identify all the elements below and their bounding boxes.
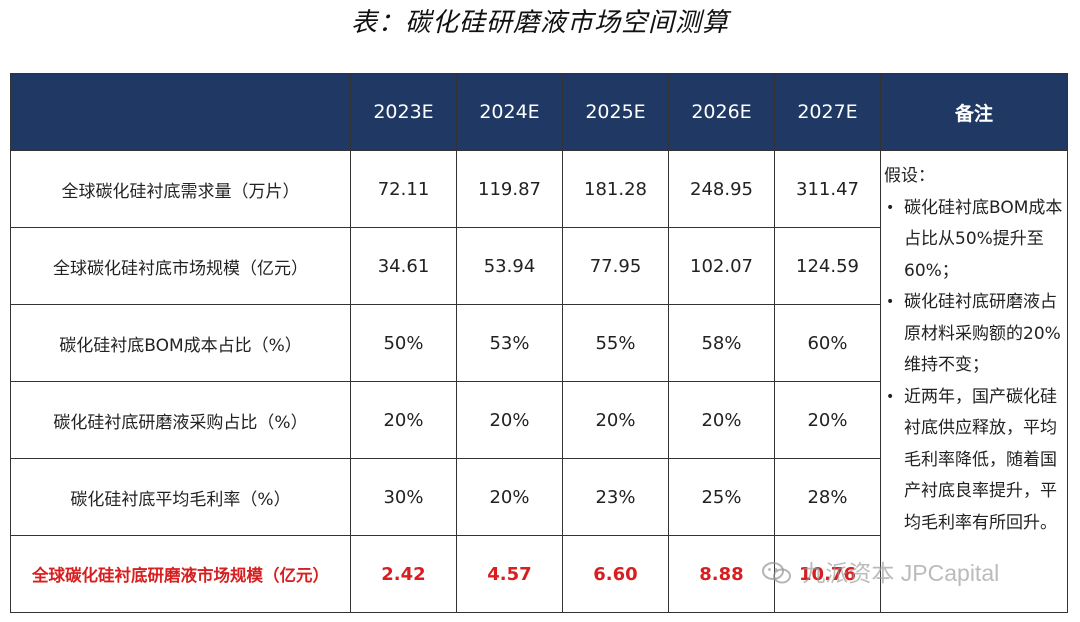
row-label: 碳化硅衬底研磨液采购占比（%） <box>10 381 351 459</box>
table-cell: 55% <box>562 304 669 382</box>
table-cell: 248.95 <box>668 150 775 228</box>
table-cell: 25% <box>668 458 775 536</box>
table-cell: 20% <box>350 381 457 459</box>
notes-list: 碳化硅衬底BOM成本占比从50%提升至60%； 碳化硅衬底研磨液占原材料采购额的… <box>884 193 1063 540</box>
row-label: 全球碳化硅衬底需求量（万片） <box>10 150 351 228</box>
header-notes: 备注 <box>880 73 1068 151</box>
table-cell: 311.47 <box>774 150 881 228</box>
table-cell: 28% <box>774 458 881 536</box>
table-cell: 181.28 <box>562 150 669 228</box>
table-cell: 20% <box>668 381 775 459</box>
header-year-2027: 2027E <box>774 73 881 151</box>
table-cell: 58% <box>668 304 775 382</box>
header-year-2026: 2026E <box>668 73 775 151</box>
table-cell: 4.57 <box>456 535 563 613</box>
table-cell: 20% <box>774 381 881 459</box>
table-row: 碳化硅衬底平均毛利率（%） 30% 20% 23% 25% 28% <box>10 458 1068 536</box>
table-row: 碳化硅衬底研磨液采购占比（%） 20% 20% 20% 20% 20% <box>10 381 1068 459</box>
table-cell: 72.11 <box>350 150 457 228</box>
table-cell: 10.76 <box>774 535 881 613</box>
wechat-icon <box>762 562 791 584</box>
table-row: 全球碳化硅衬底需求量（万片） 72.11 119.87 181.28 248.9… <box>10 150 1068 613</box>
table-cell: 2.42 <box>350 535 457 613</box>
header-year-2025: 2025E <box>562 73 669 151</box>
market-table: 2023E 2024E 2025E 2026E 2027E 备注 全球碳化硅衬底… <box>10 73 1068 613</box>
table-cell: 30% <box>350 458 457 536</box>
table-cell: 77.95 <box>562 227 669 305</box>
table-cell: 102.07 <box>668 227 775 305</box>
table-cell: 23% <box>562 458 669 536</box>
table-cell: 119.87 <box>456 150 563 228</box>
table-cell: 8.88 <box>668 535 775 613</box>
table-cell: 20% <box>456 458 563 536</box>
notes-item: 近两年，国产碳化硅衬底供应释放，平均毛利率降低，随着国产衬底良率提升，平均毛利率… <box>884 382 1063 540</box>
row-label: 碳化硅衬底平均毛利率（%） <box>10 458 351 536</box>
header-year-2024: 2024E <box>456 73 563 151</box>
notes-intro: 假设： <box>884 166 935 186</box>
table-cell: 20% <box>456 381 563 459</box>
table-row: 全球碳化硅衬底市场规模（亿元） 34.61 53.94 77.95 102.07… <box>10 227 1068 305</box>
header-row: 2023E 2024E 2025E 2026E 2027E 备注 <box>10 73 1068 151</box>
row-label: 碳化硅衬底BOM成本占比（%） <box>10 304 351 382</box>
table-cell: 50% <box>350 304 457 382</box>
table-cell: 34.61 <box>350 227 457 305</box>
table-row-highlight: 全球碳化硅衬底研磨液市场规模（亿元） 2.42 4.57 6.60 8.88 1… <box>10 535 1068 613</box>
table-row: 碳化硅衬底BOM成本占比（%） 50% 53% 55% 58% 60% <box>10 304 1068 382</box>
page-title: 表：碳化硅研磨液市场空间测算 <box>350 8 729 38</box>
table-cell: 124.59 <box>774 227 881 305</box>
header-year-2023: 2023E <box>350 73 457 151</box>
table-cell: 53% <box>456 304 563 382</box>
table-cell: 6.60 <box>562 535 669 613</box>
row-label: 全球碳化硅衬底研磨液市场规模（亿元） <box>10 535 351 613</box>
row-label: 全球碳化硅衬底市场规模（亿元） <box>10 227 351 305</box>
watermark: 九派资本 JPCapital <box>762 554 999 588</box>
table-cell: 53.94 <box>456 227 563 305</box>
table-cell: 60% <box>774 304 881 382</box>
notes-item: 碳化硅衬底BOM成本占比从50%提升至60%； <box>884 193 1063 288</box>
notes-item: 碳化硅衬底研磨液占原材料采购额的20%维持不变； <box>884 287 1063 382</box>
notes-cell: 假设： 碳化硅衬底BOM成本占比从50%提升至60%； 碳化硅衬底研磨液占原材料… <box>880 150 1068 613</box>
header-label-cell <box>10 73 351 151</box>
table-cell: 20% <box>562 381 669 459</box>
watermark-text: 九派资本 JPCapital <box>802 560 1000 586</box>
